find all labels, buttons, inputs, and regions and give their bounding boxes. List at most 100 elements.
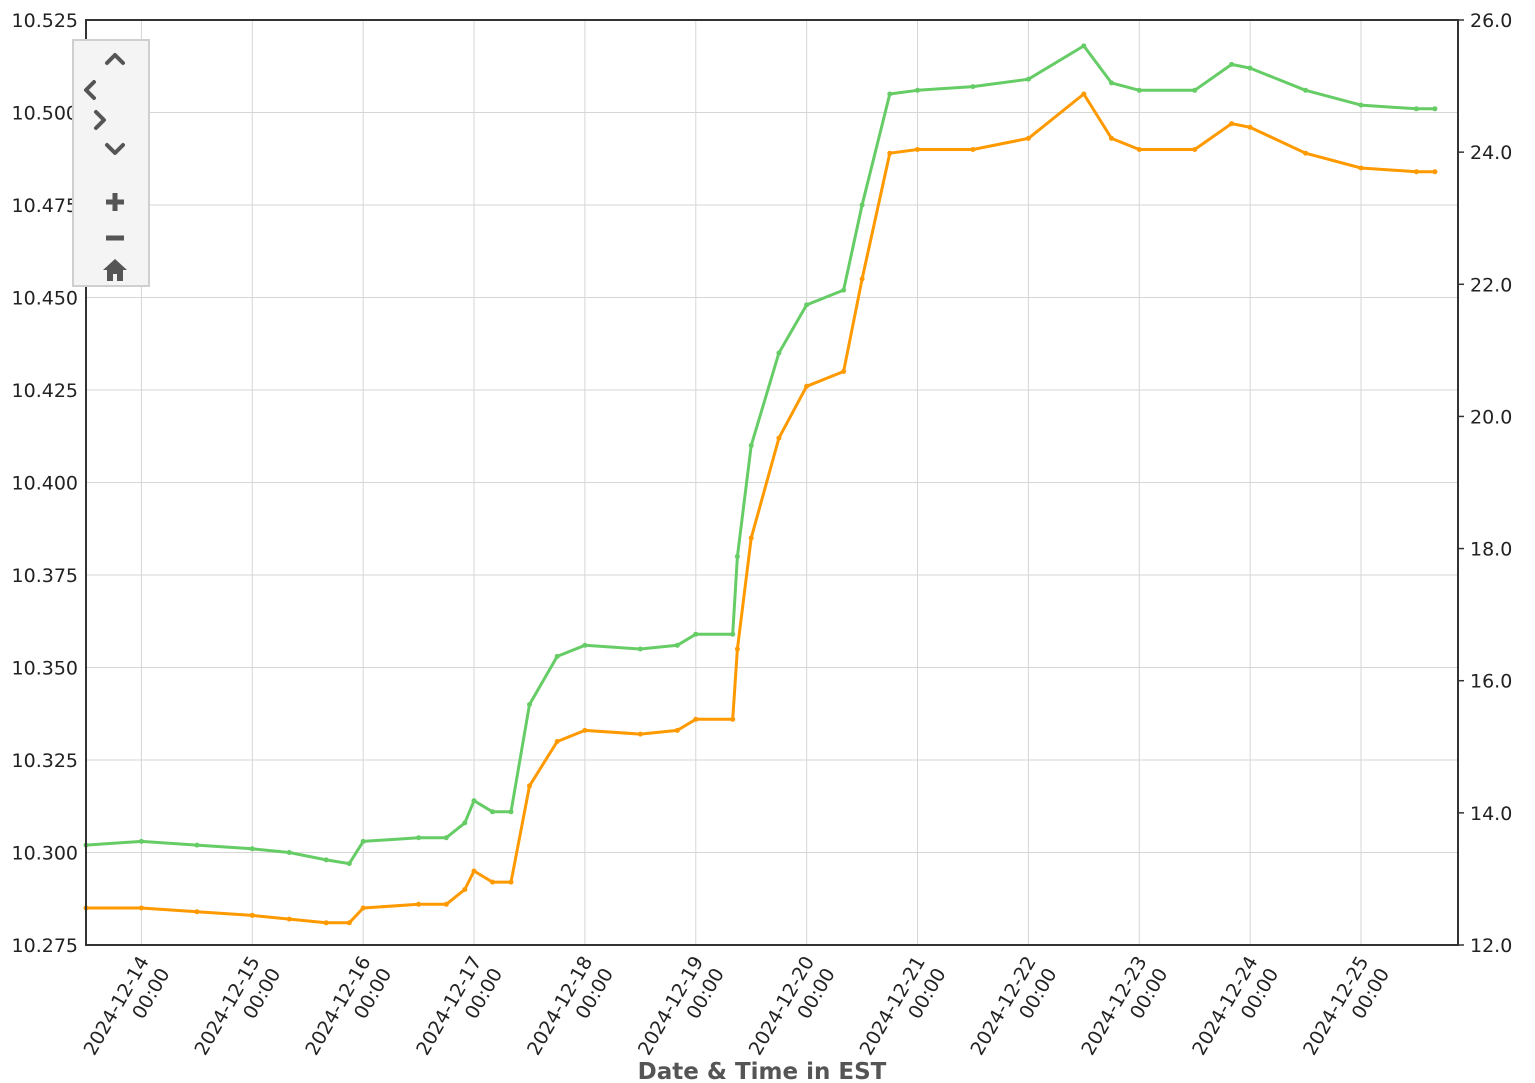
plus-icon[interactable] <box>100 187 130 217</box>
data-point <box>1192 147 1198 152</box>
data-point <box>804 302 810 308</box>
data-point <box>360 838 366 844</box>
data-point <box>637 646 643 652</box>
x-axis-title: Date & Time in EST <box>638 1059 887 1083</box>
data-point <box>1229 121 1235 127</box>
minus-icon[interactable] <box>100 223 130 253</box>
y-right-tick-label: 16.0 <box>1470 671 1512 693</box>
data-point <box>1303 150 1309 156</box>
chevron-left-icon[interactable] <box>74 75 104 105</box>
data-point <box>490 809 495 815</box>
y-left-axis: 10.275 10.300 10.325 10.350 10.375 10.400 10.4… <box>12 10 78 957</box>
data-point <box>416 901 422 907</box>
data-point <box>887 150 893 156</box>
series-layer <box>83 43 1438 926</box>
data-point <box>1025 135 1031 141</box>
data-point <box>804 383 810 389</box>
data-point <box>748 535 754 541</box>
data-point <box>730 716 736 722</box>
data-point <box>915 87 920 93</box>
series-line <box>85 44 1435 866</box>
data-point <box>323 920 329 926</box>
y-left-tick-label: 10.325 <box>12 750 78 772</box>
y-right-tick-label: 24.0 <box>1470 142 1512 164</box>
y-right-tick-label: 26.0 <box>1470 10 1512 32</box>
data-point <box>138 838 144 844</box>
chevron-up-icon[interactable] <box>100 43 130 73</box>
data-point <box>841 287 847 293</box>
data-point <box>286 850 292 855</box>
data-point <box>1432 169 1438 175</box>
data-point <box>1136 147 1142 152</box>
data-point <box>554 653 560 659</box>
data-point <box>462 820 468 826</box>
data-point <box>443 901 449 907</box>
data-point <box>527 702 532 707</box>
data-point <box>1081 43 1087 49</box>
data-point <box>1432 106 1438 112</box>
data-point <box>776 350 782 356</box>
y-right-tick-label: 18.0 <box>1470 539 1512 561</box>
navigation-panel <box>72 39 150 287</box>
y-left-tick-label: 10.375 <box>12 565 78 587</box>
data-point <box>1192 87 1198 93</box>
plot-frame <box>85 19 1459 946</box>
data-point <box>527 783 532 789</box>
data-point <box>734 554 740 559</box>
data-point <box>970 147 976 152</box>
data-point <box>841 369 847 374</box>
chevron-down-icon[interactable] <box>100 135 130 165</box>
data-point <box>734 646 740 652</box>
data-point <box>1247 65 1253 71</box>
data-point <box>693 631 699 637</box>
data-point <box>346 861 352 867</box>
data-point <box>554 739 560 744</box>
data-point <box>637 731 643 737</box>
data-point <box>1303 87 1309 93</box>
data-point <box>346 920 352 926</box>
data-point <box>859 202 865 208</box>
y-right-tick-label: 12.0 <box>1470 935 1512 957</box>
y-right-tick-label: 22.0 <box>1470 274 1512 296</box>
data-point <box>1081 91 1087 97</box>
data-point <box>915 147 920 152</box>
data-point <box>1229 61 1235 67</box>
y-left-tick-label: 10.450 <box>12 288 78 310</box>
data-point <box>194 909 200 915</box>
y-left-tick-label: 10.275 <box>12 935 78 957</box>
home-icon[interactable] <box>100 255 130 285</box>
y-left-tick-label: 10.425 <box>12 380 78 402</box>
data-point <box>859 276 865 282</box>
data-point <box>1358 102 1364 108</box>
data-point <box>776 435 782 441</box>
y-left-tick-label: 10.400 <box>12 473 78 495</box>
data-point <box>249 912 255 918</box>
data-point <box>508 879 514 885</box>
series-line <box>86 92 1435 925</box>
data-point <box>1413 169 1419 175</box>
data-point <box>730 631 736 637</box>
chevron-right-icon[interactable] <box>86 105 116 135</box>
data-point <box>693 716 699 722</box>
data-point <box>471 868 477 874</box>
data-point <box>970 84 976 90</box>
data-point <box>471 798 477 804</box>
data-point <box>582 727 588 733</box>
data-point <box>674 642 680 648</box>
data-point <box>1109 80 1114 86</box>
data-point <box>360 905 366 911</box>
series-0 <box>83 43 1438 867</box>
data-point <box>748 443 754 448</box>
y-right-axis: 12.0 14.0 16.0 18.0 20.0 22.0 24.0 26.0 <box>1458 10 1512 957</box>
grid-lines <box>86 19 1458 946</box>
data-point <box>1358 165 1364 171</box>
y-right-tick-label: 20.0 <box>1470 406 1512 428</box>
